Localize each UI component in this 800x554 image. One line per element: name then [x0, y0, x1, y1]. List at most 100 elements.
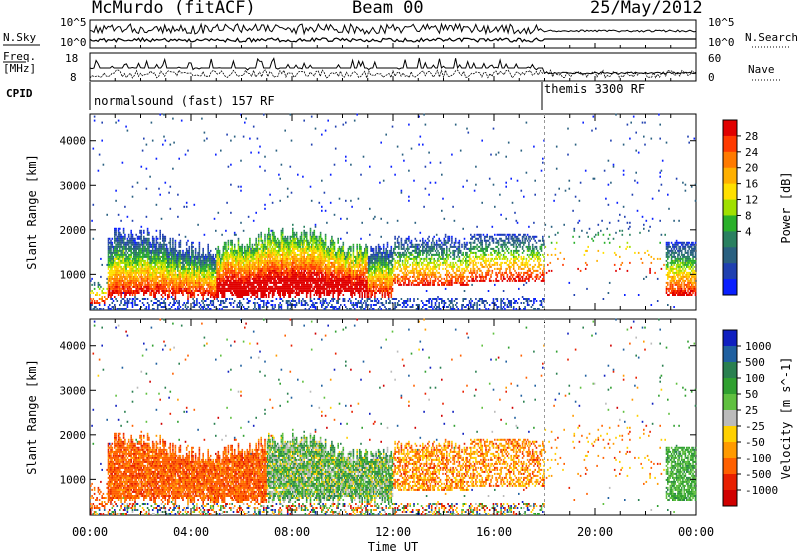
power-cell — [131, 302, 134, 304]
power-cell — [111, 275, 114, 278]
power-cell — [174, 243, 177, 246]
power-cell — [220, 281, 222, 284]
power-cell — [162, 271, 164, 274]
power-cell — [222, 249, 225, 252]
power-cell — [169, 257, 172, 260]
power-cell — [154, 269, 156, 272]
power-cell — [303, 281, 305, 284]
power-cell — [116, 245, 119, 248]
power-cell — [115, 245, 117, 248]
power-cell — [298, 283, 300, 286]
power-cell — [220, 259, 222, 262]
power-cell — [141, 287, 144, 290]
power-cell — [122, 229, 125, 232]
power-cell — [313, 298, 316, 300]
power-cell — [150, 255, 153, 258]
power-cell — [264, 257, 266, 260]
power-cell — [151, 261, 154, 264]
power-cell — [158, 300, 160, 302]
power-cell — [184, 235, 187, 238]
power-cell — [143, 261, 145, 264]
power-cell — [149, 273, 151, 276]
power-cell — [146, 287, 149, 290]
power-cell — [145, 265, 148, 268]
power-cell — [280, 308, 283, 310]
power-cell — [155, 255, 158, 258]
power-cell — [294, 296, 297, 298]
power-cell — [160, 298, 163, 300]
power-cell — [169, 308, 172, 310]
power-cell — [112, 271, 115, 274]
power-cell — [237, 237, 240, 240]
power-cell — [230, 290, 232, 292]
power-cell — [125, 277, 127, 280]
power-cell — [125, 257, 127, 260]
power-cell — [100, 257, 102, 260]
power-cell — [170, 306, 173, 308]
power-cell — [252, 283, 255, 286]
power-cell — [110, 281, 112, 284]
beam-label: Beam 00 — [352, 0, 424, 18]
power-cell — [126, 287, 129, 290]
power-cell — [117, 257, 120, 260]
power-cell — [310, 283, 313, 286]
power-cell — [144, 253, 146, 256]
power-cell — [122, 287, 125, 290]
power-cell — [162, 243, 164, 246]
power-cell — [193, 302, 196, 304]
power-cell — [116, 281, 119, 284]
power-cell — [192, 298, 194, 300]
power-cell — [163, 265, 165, 268]
power-cell — [132, 271, 135, 274]
power-cell — [127, 259, 130, 262]
power-cell — [162, 257, 164, 260]
power-cell — [203, 233, 206, 236]
power-cell — [313, 304, 316, 306]
power-cell — [149, 259, 151, 262]
power-cell — [143, 137, 145, 140]
power-cell — [131, 185, 134, 188]
power-cell — [218, 253, 221, 256]
power-cell — [209, 308, 212, 310]
power-cell — [215, 229, 217, 232]
power-cell — [244, 283, 246, 286]
power-cell — [280, 298, 283, 300]
power-cell — [321, 265, 323, 268]
power-cell — [131, 267, 134, 270]
power-cell — [244, 121, 246, 124]
power-cell — [164, 279, 167, 282]
power-cell — [132, 281, 135, 284]
power-cell — [151, 277, 154, 280]
power-cell — [174, 247, 177, 250]
power-cell — [143, 229, 145, 232]
power-cell — [144, 239, 146, 242]
power-cell — [135, 243, 137, 246]
power-cell — [129, 283, 131, 286]
power-cell — [145, 237, 148, 240]
power-cell — [114, 231, 116, 234]
power-cell — [119, 275, 121, 278]
power-cell — [143, 271, 145, 274]
power-cell — [173, 265, 175, 268]
power-cell — [141, 290, 144, 292]
power-cell — [184, 304, 187, 306]
power-cell — [131, 257, 134, 260]
power-cell — [165, 265, 168, 268]
power-cell — [124, 302, 126, 304]
power-cell — [237, 273, 240, 276]
power-cell — [119, 283, 121, 286]
power-cell — [199, 281, 202, 284]
power-cell — [233, 135, 236, 138]
power-cell — [246, 298, 249, 300]
power-cell — [151, 279, 154, 282]
power-cell — [145, 292, 148, 294]
power-cell — [198, 247, 201, 250]
power-cell — [156, 300, 159, 302]
power-cell — [169, 302, 172, 304]
power-cell — [135, 273, 137, 276]
power-cell — [206, 308, 208, 310]
power-cell — [156, 261, 159, 264]
power-cell — [271, 245, 274, 248]
power-cell — [119, 243, 121, 246]
power-cell — [95, 306, 97, 308]
